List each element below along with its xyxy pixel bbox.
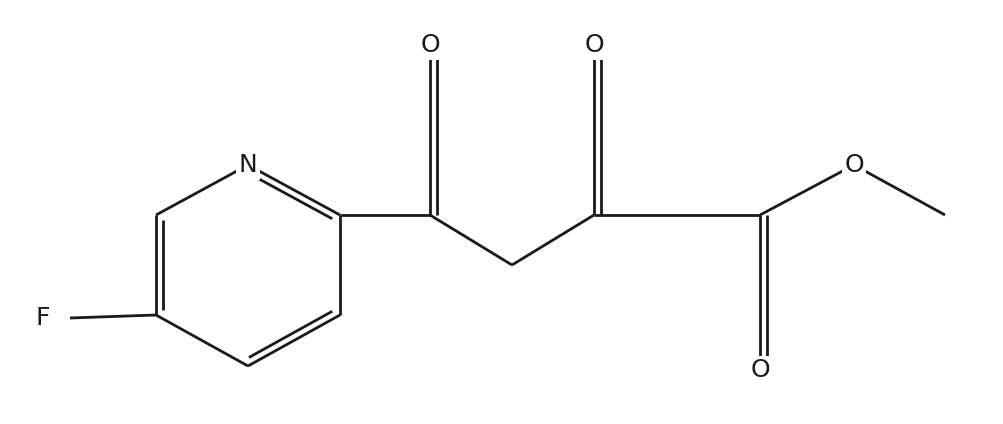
Text: O: O	[584, 33, 603, 57]
Text: O: O	[749, 358, 769, 382]
Text: O: O	[844, 153, 863, 177]
Text: O: O	[420, 33, 439, 57]
Text: F: F	[36, 306, 50, 330]
Text: N: N	[239, 153, 257, 177]
